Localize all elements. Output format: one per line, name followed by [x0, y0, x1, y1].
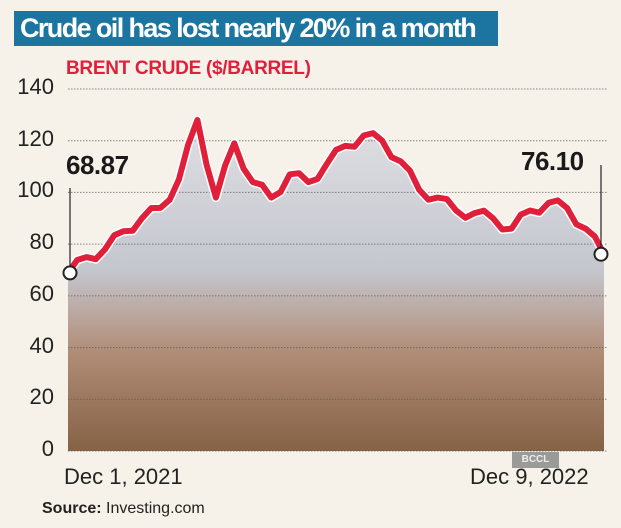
markers — [62, 165, 609, 281]
source-value: Investing.com — [106, 500, 205, 517]
source-label: Source: — [42, 500, 102, 517]
brent-price-line — [65, 117, 607, 276]
start-marker — [62, 265, 78, 281]
y-tick-label: 140 — [17, 74, 54, 99]
end-value-callout: 76.10 — [521, 146, 584, 176]
y-tick-label: 0 — [41, 436, 54, 461]
start-value-callout: 68.87 — [66, 150, 129, 180]
y-tick-label: 20 — [29, 384, 54, 410]
x-label-start: Dec 1, 2021 — [64, 464, 183, 489]
source-note: Source: Investing.com — [42, 500, 205, 518]
x-label-end: Dec 9, 2022 — [470, 464, 589, 489]
photo-fill — [68, 120, 604, 451]
y-tick-label: 60 — [29, 280, 54, 306]
chart-title: Crude oil has lost nearly 20% in a month — [20, 13, 477, 43]
data-line — [63, 115, 609, 278]
y-tick-label: 40 — [29, 332, 54, 358]
photo-credit: BCCL — [512, 452, 559, 468]
y-tick-label: 100 — [17, 177, 54, 203]
title-bar — [14, 11, 498, 46]
chart-subtitle: BRENT CRUDE ($/BARREL) — [66, 58, 311, 79]
y-tick-label: 120 — [17, 125, 54, 151]
gridlines — [68, 88, 608, 452]
background-photo — [68, 120, 604, 451]
y-tick-label: 80 — [29, 229, 54, 255]
end-marker — [593, 246, 609, 262]
